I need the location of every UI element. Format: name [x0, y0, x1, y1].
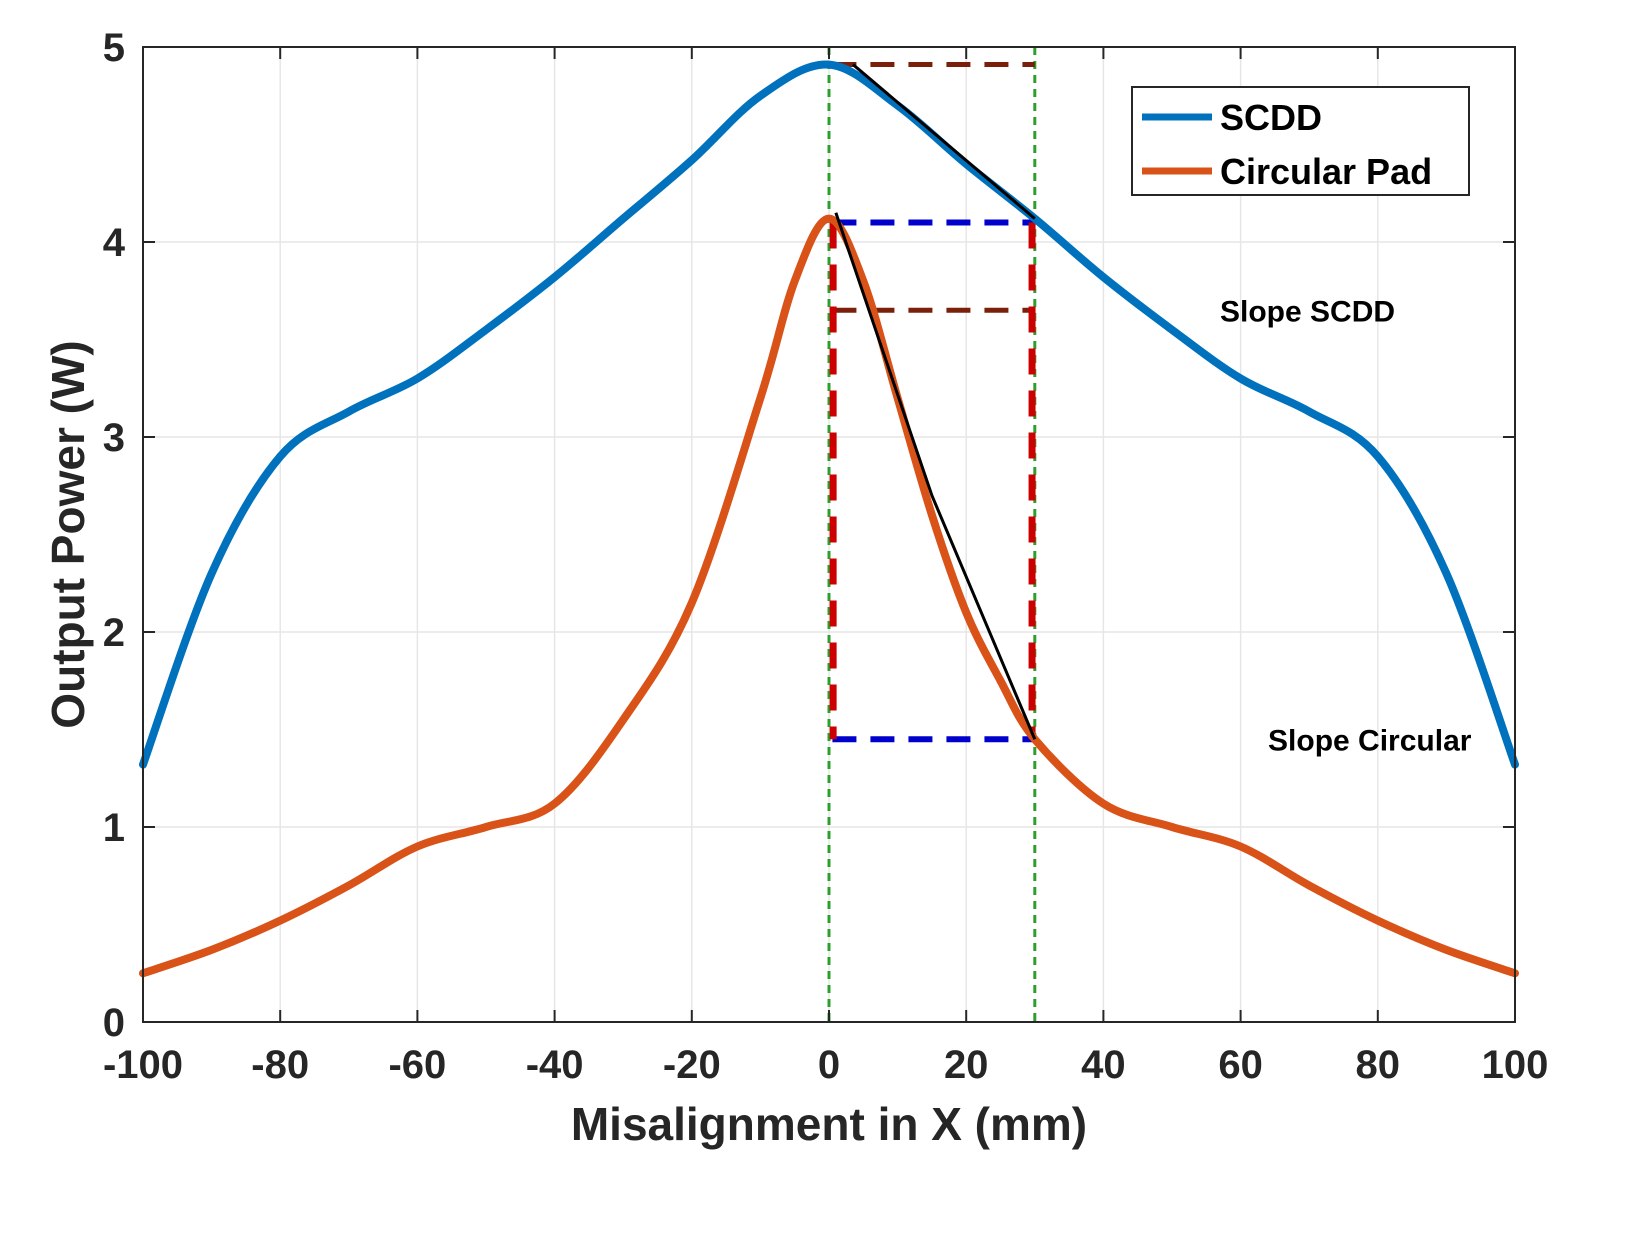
x-tick-label: -60 [388, 1043, 446, 1087]
y-tick-label: 1 [103, 806, 125, 850]
legend-label-circular-pad: Circular Pad [1220, 151, 1432, 192]
x-tick-label: 20 [944, 1043, 989, 1087]
x-tick-label: 40 [1081, 1043, 1126, 1087]
series-scdd [139, 60, 1519, 769]
x-tick-label: -100 [103, 1043, 183, 1087]
x-tick-label: 100 [1482, 1043, 1549, 1087]
legend-box [1131, 86, 1470, 196]
slope-lines [834, 63, 1037, 740]
series-circular-pad [139, 214, 1519, 978]
x-tick-label: -20 [663, 1043, 721, 1087]
annotation-slope-circular: Slope Circular [1268, 724, 1472, 757]
legend: SCDD Circular Pad [1131, 86, 1470, 196]
x-tick-label: 0 [818, 1043, 840, 1087]
annotation-slope-scdd: Slope SCDD [1220, 295, 1395, 328]
legend-label-scdd: SCDD [1220, 97, 1322, 138]
x-axis-label: Misalignment in X (mm) [571, 1098, 1087, 1150]
circular-slope-line [834, 212, 1037, 740]
x-tick-label: 60 [1218, 1043, 1263, 1087]
x-tick-label: -40 [526, 1043, 584, 1087]
y-tick-label: 4 [103, 221, 126, 265]
y-tick-label: 5 [103, 26, 125, 70]
x-tick-label: -80 [251, 1043, 309, 1087]
series-lines [139, 60, 1519, 978]
x-tick-label: 80 [1356, 1043, 1401, 1087]
y-tick-label: 2 [103, 611, 125, 655]
scdd-slope-line [852, 63, 1036, 220]
y-axis-label: Output Power (W) [42, 340, 94, 728]
y-tick-label: 0 [103, 1001, 125, 1045]
y-tick-label: 3 [103, 416, 125, 460]
tick-labels: -100 -80 -60 -40 -20 0 20 40 60 80 100 0 1 2 3 4 5 [103, 26, 1549, 1087]
guide-lines [827, 47, 1037, 1022]
